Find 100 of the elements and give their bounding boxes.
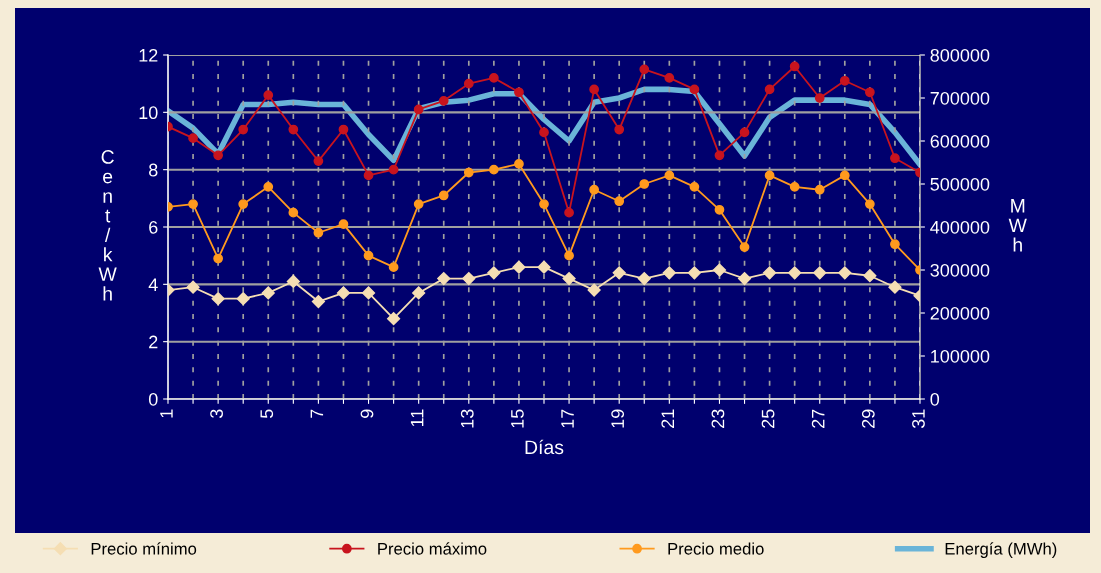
x-tick-label: 25	[761, 409, 775, 428]
point	[412, 286, 426, 300]
point	[689, 84, 700, 95]
point	[614, 124, 625, 135]
point	[188, 199, 198, 209]
y-tick-label: 8	[149, 163, 158, 177]
point	[865, 199, 875, 209]
point	[539, 199, 549, 209]
point	[664, 73, 675, 83]
point	[789, 182, 800, 192]
point	[512, 260, 526, 274]
point	[764, 170, 775, 181]
point	[336, 286, 351, 300]
point	[514, 159, 524, 169]
y2-tick-label: 500000	[930, 177, 990, 191]
y-axis-title: Cent/kWh	[98, 150, 117, 301]
point	[236, 292, 250, 306]
point	[839, 170, 850, 181]
point	[188, 133, 198, 143]
point	[338, 124, 349, 135]
point	[562, 272, 576, 286]
point	[462, 272, 476, 286]
point	[288, 207, 299, 218]
point	[286, 274, 300, 289]
point	[537, 260, 551, 274]
x-tick-label: 15	[511, 409, 524, 428]
point	[865, 87, 875, 98]
point	[263, 182, 274, 192]
point	[589, 184, 599, 195]
y2-tick-label: 400000	[930, 220, 990, 234]
point	[838, 266, 852, 280]
y-tick-label: 2	[149, 335, 158, 349]
y2-tick-label: 700000	[930, 91, 990, 105]
point	[263, 90, 274, 100]
point	[689, 182, 700, 192]
point	[788, 266, 802, 280]
point	[890, 153, 900, 164]
point	[662, 266, 676, 280]
point	[564, 250, 574, 261]
point	[387, 312, 401, 326]
point	[814, 93, 825, 103]
y2-tick-label: 200000	[930, 306, 990, 320]
x-tick-label: 29	[861, 409, 875, 428]
point	[487, 266, 501, 280]
point	[489, 73, 499, 83]
legend-label: Precio mínimo	[91, 542, 197, 555]
x-tick-label: 19	[611, 409, 625, 428]
legend-label: Precio máximo	[378, 542, 487, 555]
x-tick-label: 1	[160, 409, 173, 418]
point	[789, 61, 800, 72]
x-tick-label: 23	[711, 409, 725, 428]
point	[438, 96, 449, 106]
point	[388, 164, 399, 175]
point	[413, 104, 424, 115]
y2-tick-label: 800000	[930, 48, 990, 62]
y-tick-label: 0	[148, 392, 158, 406]
point	[739, 242, 750, 252]
point	[539, 127, 549, 138]
point	[313, 227, 324, 238]
point	[363, 250, 374, 261]
y-tick-label: 4	[148, 278, 158, 291]
point	[313, 156, 324, 166]
point	[438, 190, 449, 201]
point	[213, 253, 223, 264]
point	[587, 283, 601, 297]
legend-label: Energía (MWh)	[945, 542, 1057, 558]
x-tick-label: 21	[661, 409, 674, 428]
point	[890, 239, 900, 250]
point	[612, 266, 626, 280]
y2-tick-label: 600000	[930, 134, 990, 148]
x-tick-label: 31	[912, 409, 925, 429]
point	[363, 170, 374, 181]
x-tick-label: 17	[561, 409, 574, 428]
y2-tick-label: 300000	[930, 263, 990, 277]
y-tick-label: 10	[139, 106, 158, 120]
point	[637, 272, 651, 286]
point	[338, 219, 349, 229]
x-tick-label: 3	[210, 409, 223, 419]
x-tick-label: 7	[310, 409, 324, 418]
point	[714, 204, 725, 215]
y2-tick-label: 0	[930, 392, 940, 406]
point	[514, 87, 524, 98]
point	[764, 84, 775, 95]
point	[388, 262, 399, 272]
x-tick-label: 11	[410, 409, 424, 427]
point	[839, 75, 850, 86]
point	[489, 164, 499, 175]
point	[238, 199, 249, 209]
point	[863, 269, 877, 283]
point	[639, 64, 650, 75]
x-tick-label: 27	[811, 409, 825, 428]
point	[361, 286, 376, 300]
x-tick-label: 5	[260, 409, 274, 419]
y2-tick-label: 100000	[931, 349, 990, 363]
point	[437, 272, 451, 286]
legend-label: Precio medio	[668, 542, 764, 555]
point	[288, 124, 299, 135]
y-tick-label: 12	[139, 48, 158, 62]
point	[589, 84, 599, 95]
point	[737, 272, 752, 286]
